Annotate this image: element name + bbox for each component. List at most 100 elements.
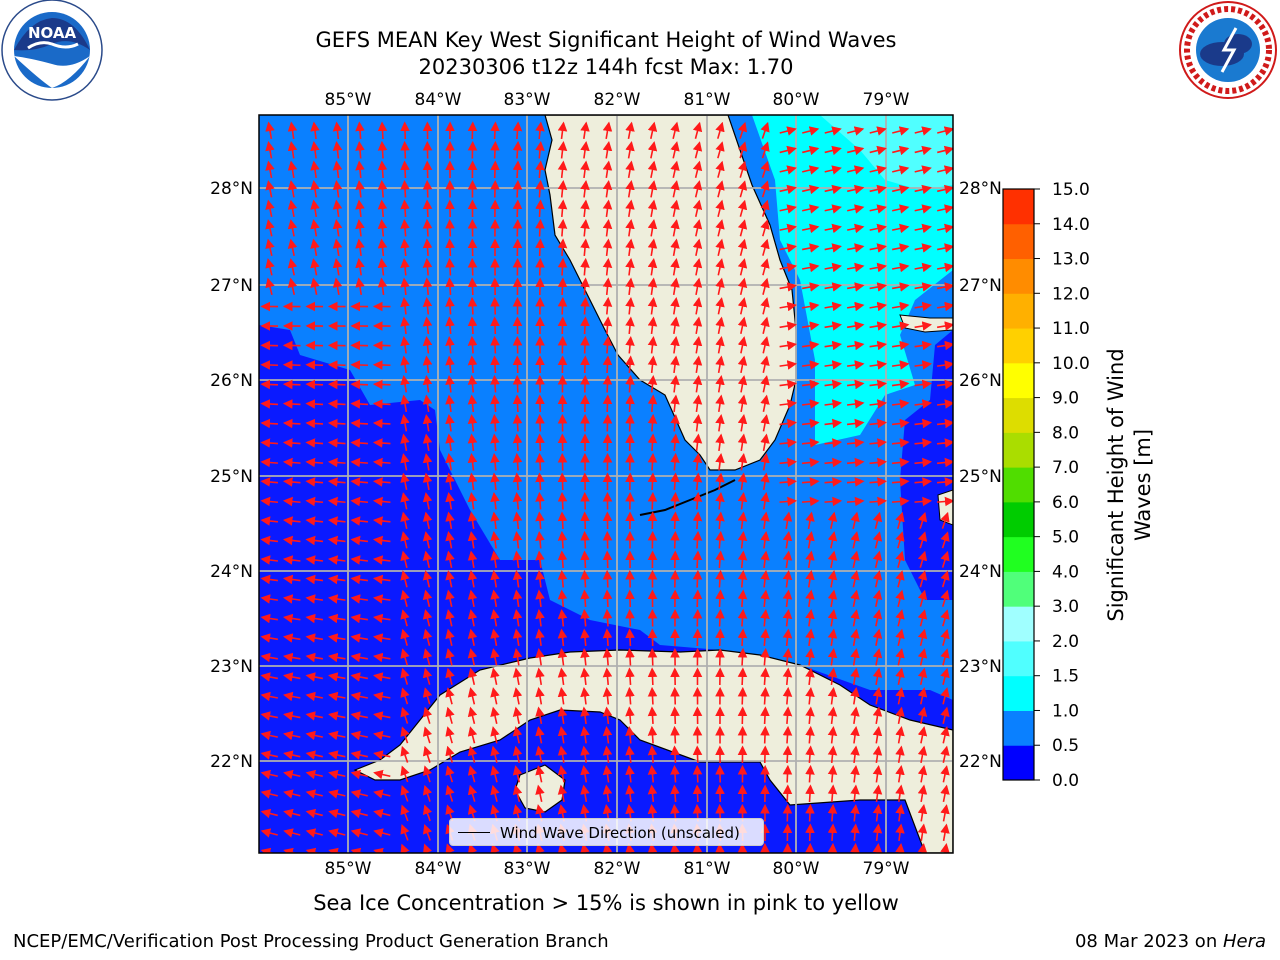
wave-direction-arrow [692, 297, 703, 315]
wave-direction-arrow [490, 589, 500, 608]
wave-direction-arrow [282, 477, 301, 487]
wave-direction-arrow [512, 394, 523, 413]
wave-direction-arrow [445, 745, 455, 763]
wave-direction-arrow [372, 496, 391, 507]
wave-direction-arrow [490, 160, 500, 179]
wave-direction-arrow [260, 399, 279, 409]
wave-direction-arrow [372, 438, 391, 448]
wave-direction-arrow [914, 340, 932, 351]
wave-direction-arrow [327, 399, 346, 409]
wave-direction-arrow [305, 496, 324, 507]
wave-direction-arrow [350, 496, 369, 507]
wave-direction-arrow [891, 301, 910, 312]
wave-direction-arrow [940, 531, 950, 549]
lon-tick-bottom: 79°W [863, 859, 910, 879]
wave-direction-arrow [283, 789, 301, 799]
wave-direction-arrow [917, 511, 928, 529]
wave-direction-arrow [445, 316, 455, 335]
wave-direction-arrow [265, 199, 275, 217]
wave-direction-arrow [467, 765, 478, 783]
wave-direction-arrow [872, 511, 883, 529]
wave-direction-arrow [535, 413, 545, 432]
wave-direction-arrow [670, 452, 680, 471]
wave-direction-arrow [625, 452, 635, 471]
wave-direction-arrow [422, 492, 433, 510]
lat-tick-right: 22°N [959, 752, 1002, 772]
wave-direction-arrow [737, 180, 748, 198]
wave-direction-arrow [801, 282, 820, 292]
wave-direction-arrow [512, 648, 523, 666]
wave-direction-arrow [557, 160, 568, 179]
wave-direction-arrow [760, 121, 770, 139]
wave-direction-arrow [869, 418, 888, 429]
wave-direction-arrow [372, 535, 391, 546]
wave-direction-arrow [602, 316, 613, 335]
wave-direction-arrow [625, 257, 635, 276]
wave-direction-arrow [490, 550, 500, 569]
wave-direction-arrow [692, 530, 703, 549]
colorbar-title-line1: Significant Height of Wind [1104, 348, 1128, 621]
wave-direction-arrow [445, 589, 455, 607]
wave-direction-arrow [445, 238, 455, 257]
wave-direction-arrow [372, 399, 391, 409]
wave-direction-arrow [760, 238, 770, 256]
wave-direction-arrow [327, 574, 346, 585]
wave-direction-arrow [328, 691, 346, 702]
wave-direction-arrow [490, 121, 500, 140]
wave-direction-arrow [936, 262, 953, 273]
wave-direction-arrow [895, 803, 905, 822]
wave-direction-arrow [647, 472, 658, 491]
wave-direction-arrow [422, 609, 433, 627]
wave-direction-arrow [422, 648, 433, 666]
wave-direction-arrow [400, 121, 410, 140]
wave-direction-arrow [692, 160, 703, 178]
wave-direction-arrow [827, 628, 838, 647]
wave-direction-arrow [400, 472, 410, 490]
wave-direction-arrow [580, 647, 590, 666]
wave-direction-arrow [490, 316, 500, 335]
wave-direction-arrow [692, 472, 703, 491]
wave-direction-arrow [602, 238, 613, 257]
wave-direction-arrow [260, 535, 279, 546]
wave-direction-arrow [305, 730, 323, 741]
wave-direction-arrow [400, 511, 410, 529]
wave-direction-arrow [535, 121, 545, 140]
wave-direction-arrow [625, 180, 635, 198]
wave-direction-arrow [625, 199, 635, 218]
wave-direction-arrow [327, 438, 346, 448]
wave-direction-arrow [602, 218, 613, 237]
wave-direction-arrow [760, 608, 770, 627]
colorbar-segment [1003, 606, 1034, 642]
wave-direction-arrow [305, 477, 324, 487]
wave-direction-arrow [917, 628, 928, 646]
wave-direction-arrow [400, 160, 410, 179]
wave-direction-arrow [350, 594, 369, 604]
wave-direction-arrow [715, 608, 725, 627]
wave-direction-arrow [760, 511, 770, 530]
wave-direction-arrow [670, 745, 680, 764]
colorbar-segment [1003, 189, 1034, 225]
wave-direction-arrow [805, 823, 815, 842]
wave-direction-arrow [260, 496, 279, 507]
wave-direction-arrow [260, 418, 279, 429]
wave-direction-arrow [445, 550, 455, 569]
wave-direction-arrow [625, 277, 635, 296]
wave-direction-arrow [737, 394, 748, 413]
wave-direction-arrow [332, 140, 343, 159]
wave-direction-arrow [287, 141, 298, 159]
colorbar-segment [1003, 710, 1034, 746]
wave-direction-arrow [467, 277, 478, 296]
footer-date-text: 08 Mar 2023 on [1074, 931, 1223, 952]
wave-direction-arrow [670, 258, 680, 276]
wave-direction-arrow [737, 569, 748, 588]
wave-direction-arrow [872, 823, 883, 842]
wave-direction-arrow [287, 180, 298, 198]
wave-direction-arrow [872, 550, 883, 568]
wave-direction-arrow [824, 301, 842, 312]
wave-direction-arrow [400, 550, 410, 568]
lat-tick-right: 25°N [959, 467, 1002, 487]
wave-direction-arrow [824, 243, 842, 253]
wave-direction-arrow [715, 355, 725, 374]
wave-direction-arrow [580, 628, 590, 647]
wave-direction-arrow [779, 204, 797, 214]
